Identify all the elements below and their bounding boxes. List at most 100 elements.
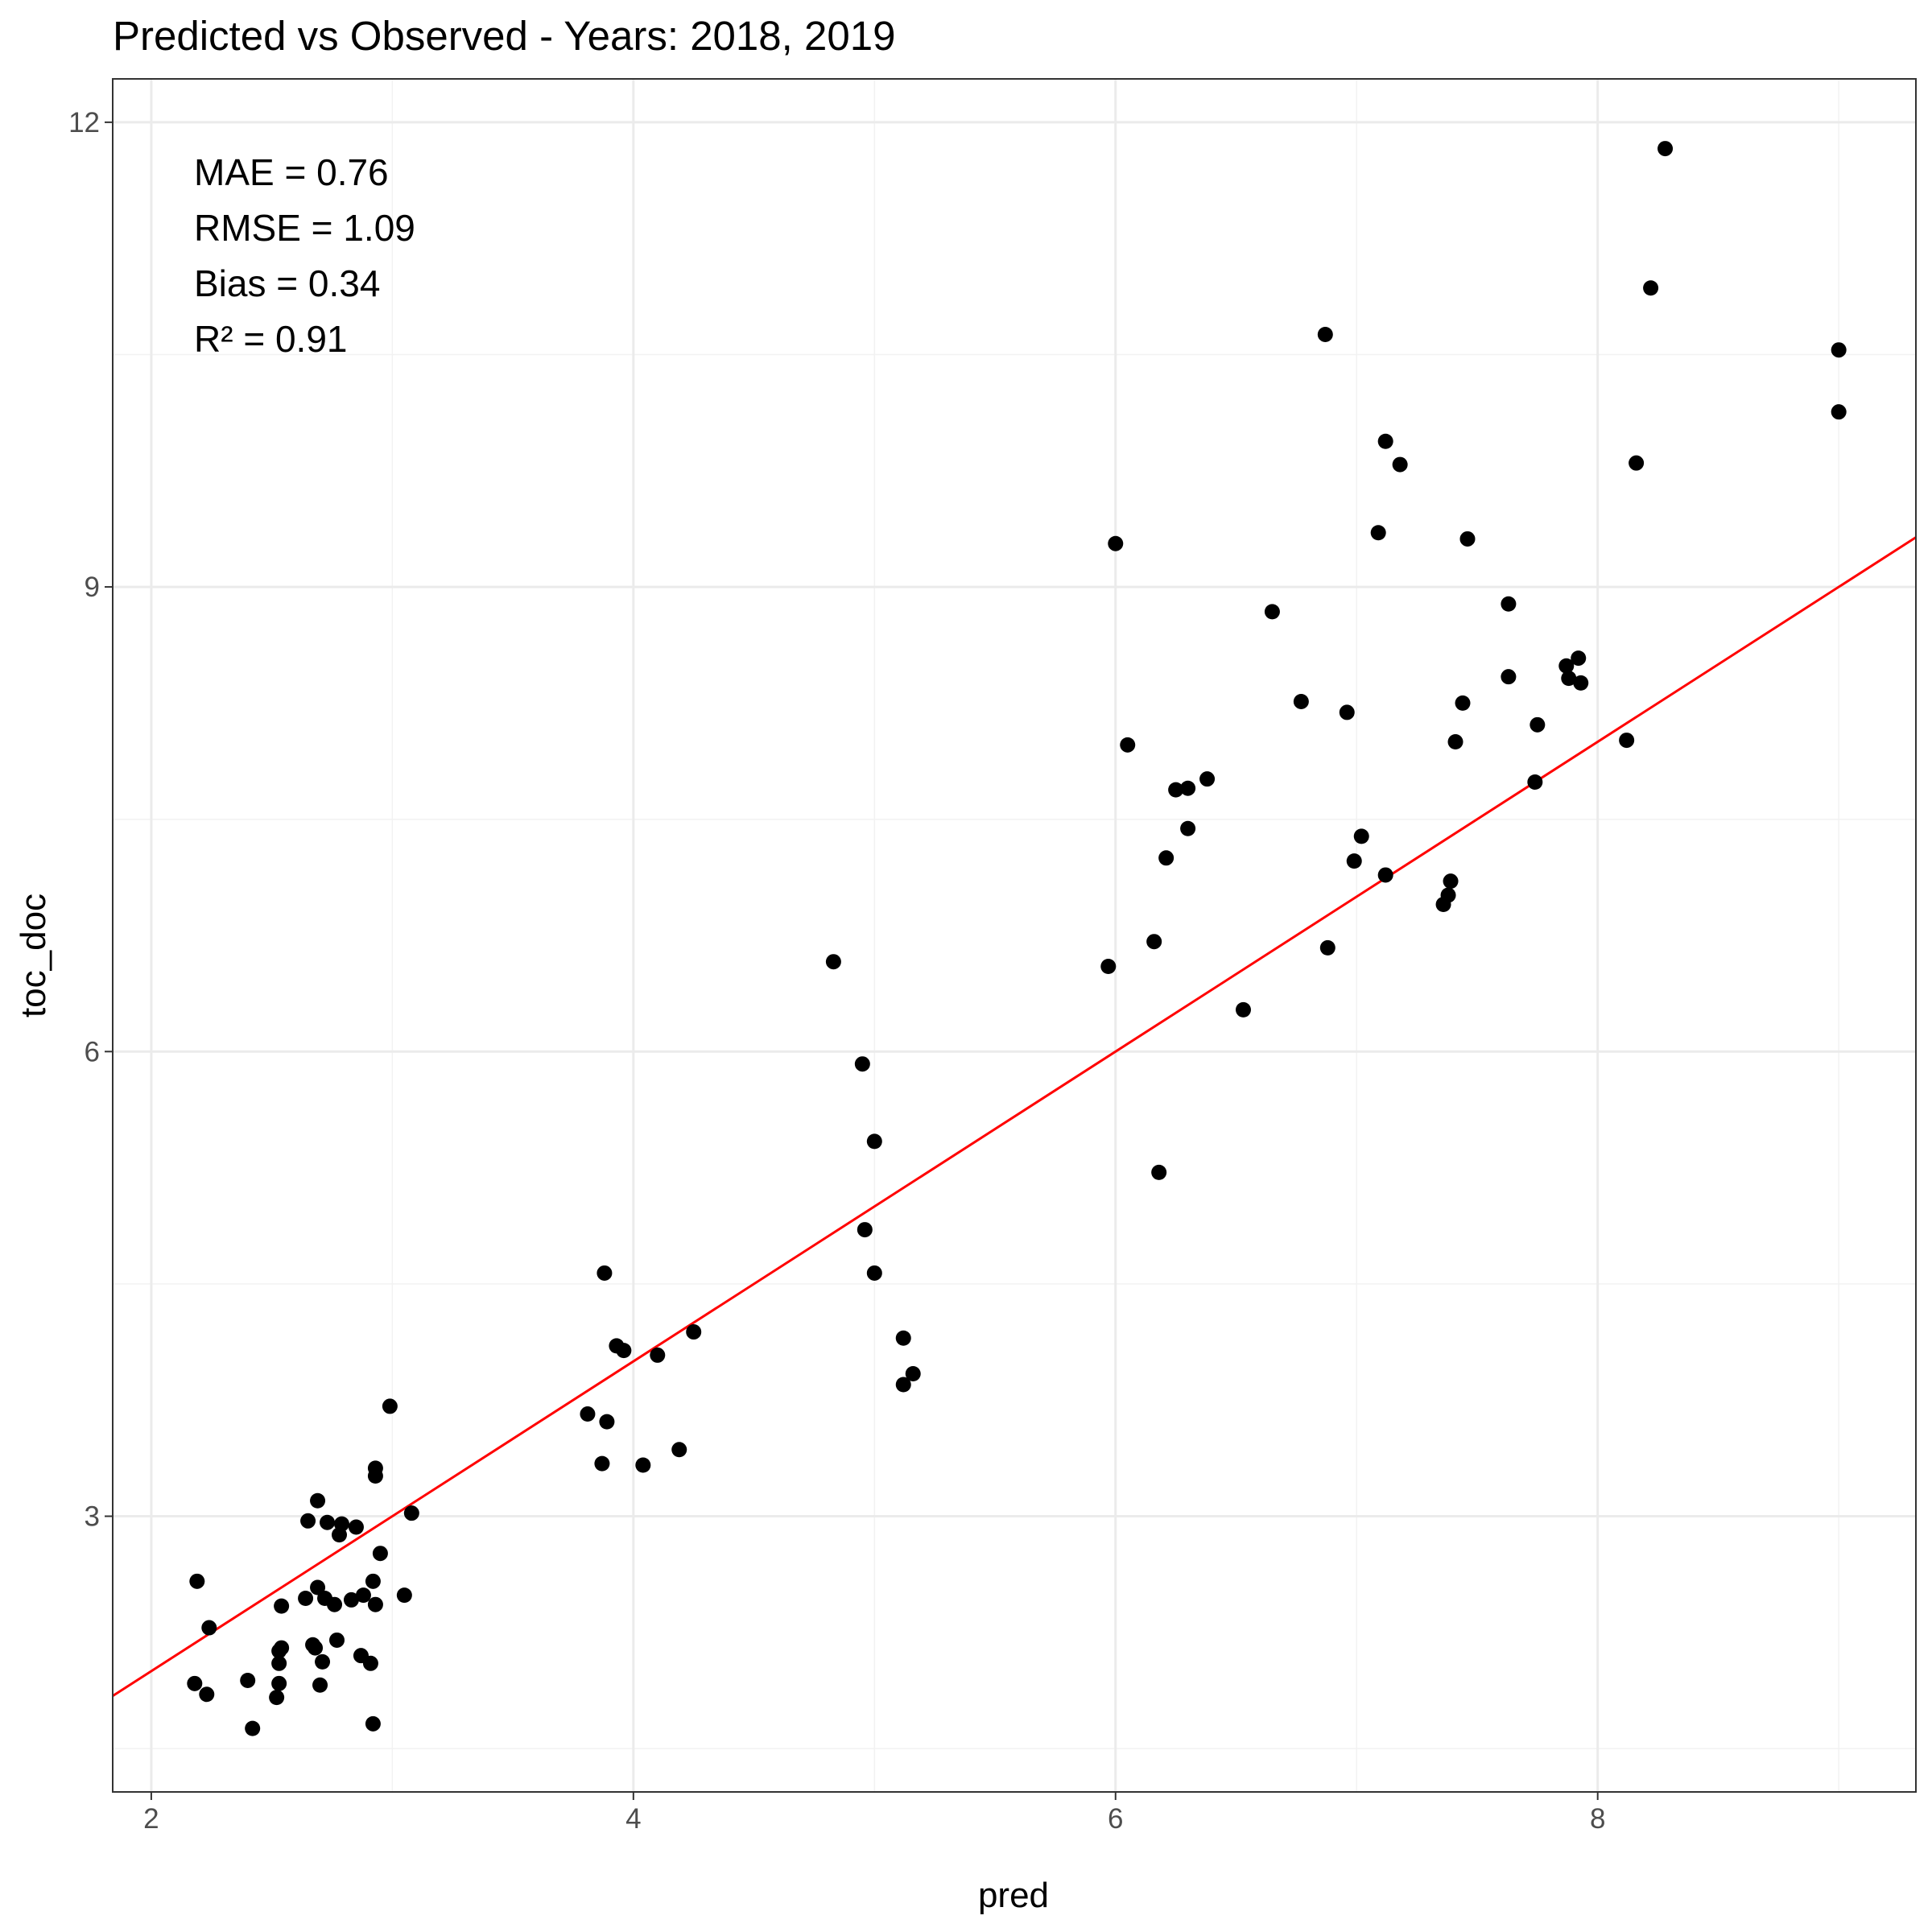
data-point [274,1640,290,1656]
data-point [1377,867,1393,883]
data-point [1443,873,1459,890]
data-point [199,1686,215,1703]
data-point [1353,828,1369,844]
data-point [1108,535,1124,551]
major-gridlines [113,79,1916,1792]
data-point [320,1514,336,1530]
data-point [1377,433,1393,449]
data-point [1831,342,1847,358]
data-point [905,1366,921,1382]
stat-rmse: RMSE = 1.09 [194,207,415,249]
data-point [1264,604,1280,620]
panel-border [112,78,1917,1793]
x-tick-label: 2 [143,1803,159,1835]
data-point [594,1455,610,1472]
data-point [365,1573,381,1589]
data-point [1643,280,1659,296]
stat-bias: Bias = 0.34 [194,262,380,304]
data-point [1319,939,1335,956]
data-point [274,1598,290,1614]
data-point [269,1690,285,1706]
data-point [310,1579,326,1596]
data-point [1527,774,1543,791]
data-point [365,1715,381,1732]
chart-title: Predicted vs Observed - Years: 2018, 201… [113,13,895,59]
data-point [1392,456,1408,473]
minor-gridlines [113,79,1916,1792]
data-point [580,1406,596,1422]
data-point [1501,669,1517,685]
data-point [1455,695,1471,711]
data-point [635,1457,651,1473]
data-point [1447,733,1463,749]
data-point [650,1347,666,1363]
data-point [597,1265,613,1281]
data-point [333,1516,349,1532]
data-point [671,1442,687,1458]
data-point [201,1620,217,1636]
data-point [348,1519,364,1535]
x-tick-label: 4 [625,1803,641,1835]
data-point [1168,782,1184,798]
data-point [1346,853,1362,869]
data-point [1235,1001,1251,1018]
data-point [355,1587,371,1604]
stat-mae: MAE = 0.76 [194,151,389,193]
data-point [300,1513,316,1529]
data-point [310,1492,326,1509]
data-point [271,1655,287,1671]
data-point [1561,671,1577,687]
data-point [854,1056,870,1072]
data-point [1151,1164,1167,1180]
data-point [1339,704,1355,720]
data-point [315,1653,331,1670]
data-point [1370,525,1386,541]
data-point [895,1330,911,1346]
data-point [382,1398,398,1414]
data-point [599,1414,615,1430]
data-point [1317,326,1333,342]
data-point [372,1546,388,1562]
data-point [367,1596,383,1612]
data-point [866,1133,882,1150]
data-point [245,1720,261,1736]
data-point [1180,820,1196,836]
data-point [1501,596,1517,612]
data-point [329,1632,345,1648]
x-tick-label: 8 [1590,1803,1605,1835]
data-point [1293,693,1309,709]
data-point [1657,141,1674,157]
stats-annotation: MAE = 0.76 RMSE = 1.09 Bias = 0.34 R² = … [194,151,415,360]
data-point [1459,530,1476,547]
reference-line [112,536,1917,1697]
data-point [686,1324,702,1340]
reference-line-group [112,536,1917,1697]
data-point [308,1640,324,1656]
x-axis-ticks: 2 4 6 8 [143,1792,1605,1835]
data-point [866,1265,882,1281]
data-points [187,141,1847,1736]
data-point [403,1505,419,1521]
x-tick-label: 6 [1108,1803,1123,1835]
data-point [1619,733,1635,749]
data-point [189,1573,205,1589]
data-point [396,1587,412,1604]
x-axis-title: pred [978,1876,1049,1915]
data-point [298,1590,314,1606]
data-point [1146,934,1162,950]
data-point [1558,658,1575,674]
data-point [1571,650,1587,667]
data-point [895,1377,911,1393]
data-point [1120,737,1136,753]
data-point [327,1596,343,1612]
stat-r-squared: R² = 0.91 [194,318,348,360]
y-tick-label: 6 [85,1036,100,1067]
data-point [1831,404,1847,420]
data-point [187,1675,203,1691]
data-point [1530,716,1546,733]
data-point [312,1677,328,1693]
y-tick-label: 9 [85,572,100,603]
data-point [343,1591,359,1608]
y-axis-ticks: 3 6 9 12 [68,107,113,1533]
